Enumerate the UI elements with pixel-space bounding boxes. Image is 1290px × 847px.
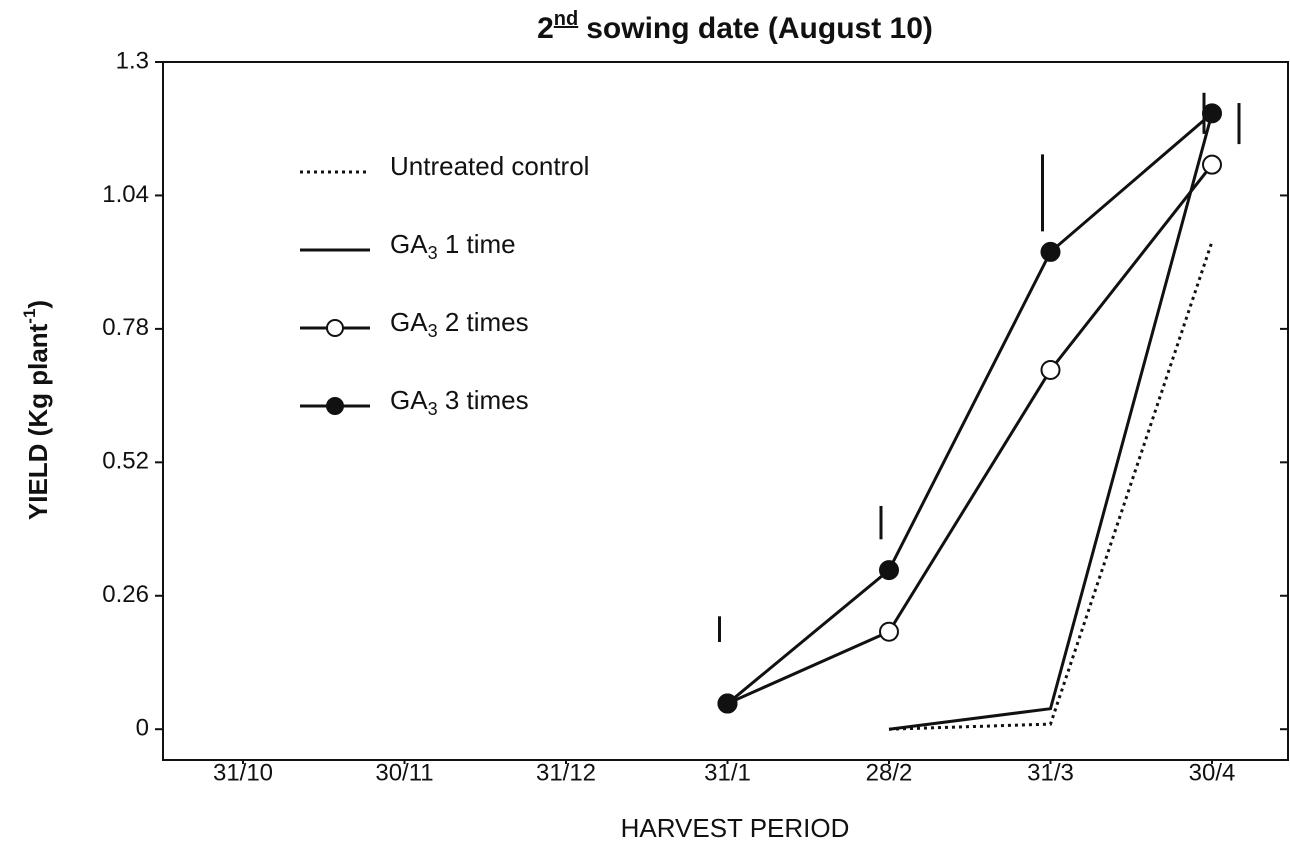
point <box>717 693 738 714</box>
y-tick-label: 1.04 <box>102 181 149 208</box>
y-tick-label: 0 <box>136 715 149 742</box>
plot-frame <box>162 61 1289 761</box>
legend-label: Untreated control <box>390 151 589 181</box>
point <box>1202 154 1222 175</box>
series-line <box>726 163 1214 705</box>
legend-label: GA3 1 time <box>390 229 516 263</box>
point <box>1202 103 1222 124</box>
series-line <box>726 112 1213 705</box>
legend-marker <box>326 397 344 415</box>
legend-label: GA3 2 times <box>390 307 529 341</box>
point <box>879 560 899 581</box>
y-axis-label: YIELD (Kg plant-1) <box>20 300 52 520</box>
y-tick-label: 0.26 <box>102 581 149 608</box>
legend-label: GA3 3 times <box>390 385 529 419</box>
series-line <box>888 241 1214 731</box>
point <box>879 621 899 642</box>
point <box>1040 241 1061 262</box>
point <box>1040 359 1061 380</box>
y-tick-label: 0.78 <box>102 314 149 341</box>
y-tick-label: 1.3 <box>116 47 149 74</box>
chart-title: 2nd sowing date (August 10) <box>537 8 933 45</box>
series-line <box>888 112 1214 731</box>
y-tick-label: 0.52 <box>102 448 149 475</box>
x-axis-label: HARVEST PERIOD <box>621 813 850 843</box>
legend-marker <box>326 319 344 337</box>
